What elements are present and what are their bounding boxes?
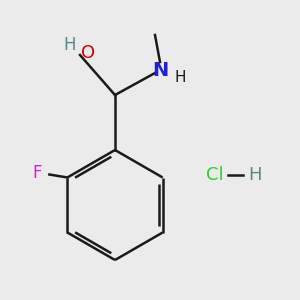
Text: F: F xyxy=(33,164,42,181)
Text: H: H xyxy=(64,36,76,54)
Text: O: O xyxy=(81,44,95,62)
Text: H: H xyxy=(248,166,262,184)
Text: H: H xyxy=(174,70,186,86)
Text: Cl: Cl xyxy=(206,166,224,184)
Text: N: N xyxy=(152,61,168,80)
